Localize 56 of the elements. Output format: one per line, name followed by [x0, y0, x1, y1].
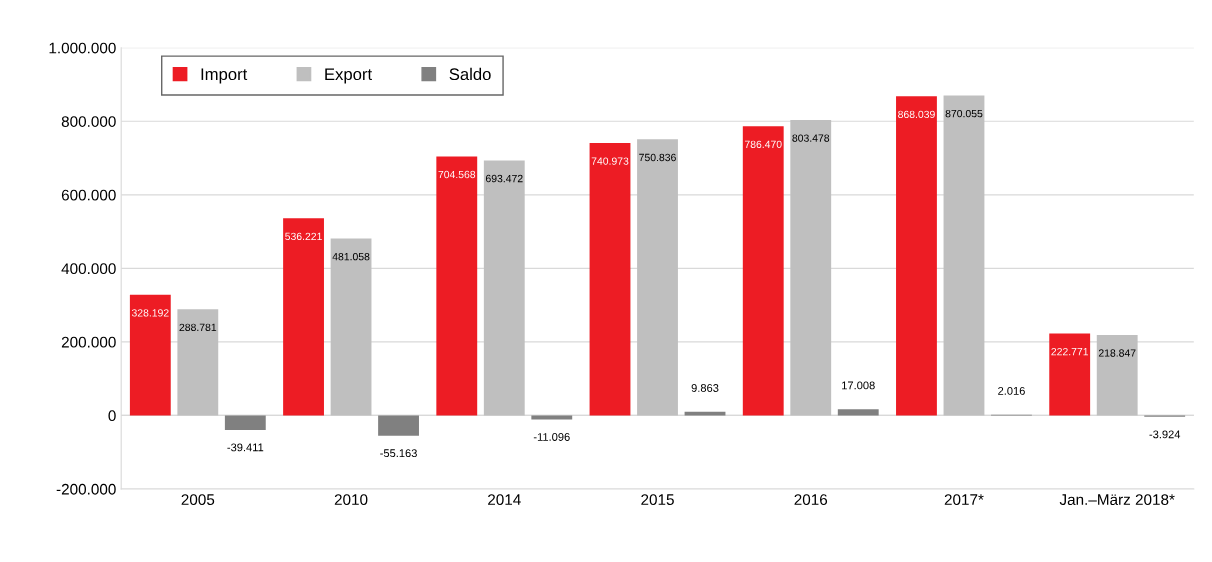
- data-label: 17.008: [842, 381, 875, 390]
- bar: [896, 96, 937, 416]
- data-label: 704.568: [438, 170, 476, 179]
- x-tick-label: 2014: [488, 494, 521, 506]
- legend-label: Saldo: [449, 67, 491, 81]
- data-label: 870.055: [945, 109, 983, 118]
- x-tick-label: 2016: [794, 494, 828, 506]
- bar: [129, 294, 171, 416]
- bar: [177, 309, 219, 416]
- data-label: 786.470: [744, 140, 782, 149]
- data-label: 750.836: [639, 153, 676, 162]
- data-label: 803.478: [792, 134, 830, 142]
- data-label: 218.847: [1098, 349, 1136, 357]
- bar: [837, 409, 879, 416]
- x-tick-label: 2005: [181, 494, 215, 506]
- y-tick-label: 0: [108, 410, 116, 422]
- bar: [436, 156, 478, 416]
- bar: [742, 126, 784, 416]
- bar: [637, 139, 678, 416]
- bar: [589, 143, 631, 416]
- legend-label: Export: [325, 68, 372, 84]
- y-tick-label: 400.000: [61, 263, 116, 275]
- x-tick-label: 2015: [641, 494, 674, 506]
- bar: [1049, 333, 1091, 416]
- data-label: 693.472: [485, 174, 523, 183]
- data-label: 536.221: [285, 232, 322, 241]
- data-label: 740.973: [591, 157, 629, 165]
- data-label: -11.096: [533, 433, 570, 441]
- data-label: 328.192: [131, 309, 169, 317]
- bar: [224, 415, 266, 430]
- data-label: 222.771: [1051, 347, 1089, 356]
- bar: [1096, 334, 1138, 416]
- data-label: 2.016: [998, 386, 1025, 395]
- y-tick-label: 600.000: [61, 189, 116, 201]
- x-tick-label: 2010: [334, 494, 368, 506]
- x-tick-label: Jan.–März 2018*: [1059, 494, 1175, 506]
- bar: [483, 160, 525, 416]
- bar: [531, 415, 573, 420]
- y-tick-label: 1.000.000: [49, 42, 116, 54]
- bar: [790, 120, 832, 416]
- x-tick-label: 2017*: [944, 494, 984, 506]
- data-label: 868.039: [898, 110, 935, 119]
- bar: [330, 238, 372, 416]
- data-label: 288.781: [179, 323, 217, 332]
- y-tick-label: 200.000: [61, 336, 116, 348]
- bar: [378, 415, 419, 436]
- legend-label: Import: [201, 68, 248, 84]
- bar: [283, 218, 324, 416]
- y-tick-label: 800.000: [61, 116, 116, 127]
- data-label: -39.411: [227, 443, 264, 452]
- bar: [943, 95, 985, 416]
- data-label: -3.924: [1149, 430, 1181, 439]
- data-label: -55.163: [380, 449, 417, 458]
- data-label: 481.058: [332, 252, 370, 261]
- data-label: 9.863: [691, 384, 719, 392]
- y-tick-label: -200.000: [56, 483, 116, 495]
